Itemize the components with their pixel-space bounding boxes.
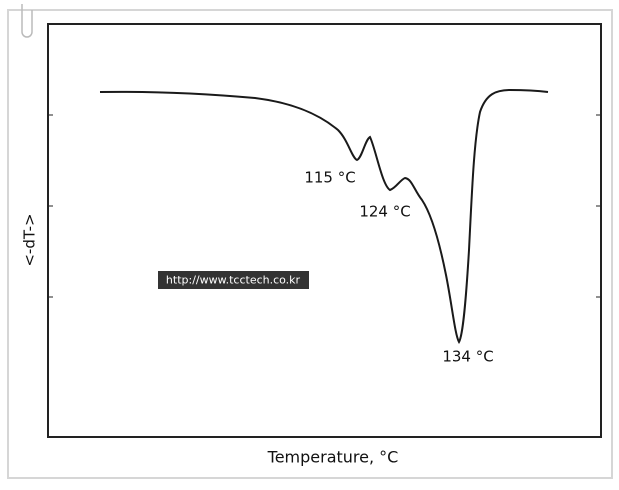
dsc-curve (99, 88, 549, 345)
x-axis-label: Temperature, °C (267, 448, 399, 467)
peak-label: 124 °C (359, 203, 410, 221)
axis-ticks (48, 114, 601, 298)
paperclip-icon (21, 4, 33, 38)
plot-area (47, 23, 602, 438)
watermark: http://www.tcctech.co.kr (166, 274, 301, 287)
peak-label: 115 °C (304, 169, 355, 187)
peak-label: 134 °C (442, 348, 493, 366)
y-axis-label: <-dT-> (21, 213, 39, 266)
watermark-box (158, 271, 309, 289)
